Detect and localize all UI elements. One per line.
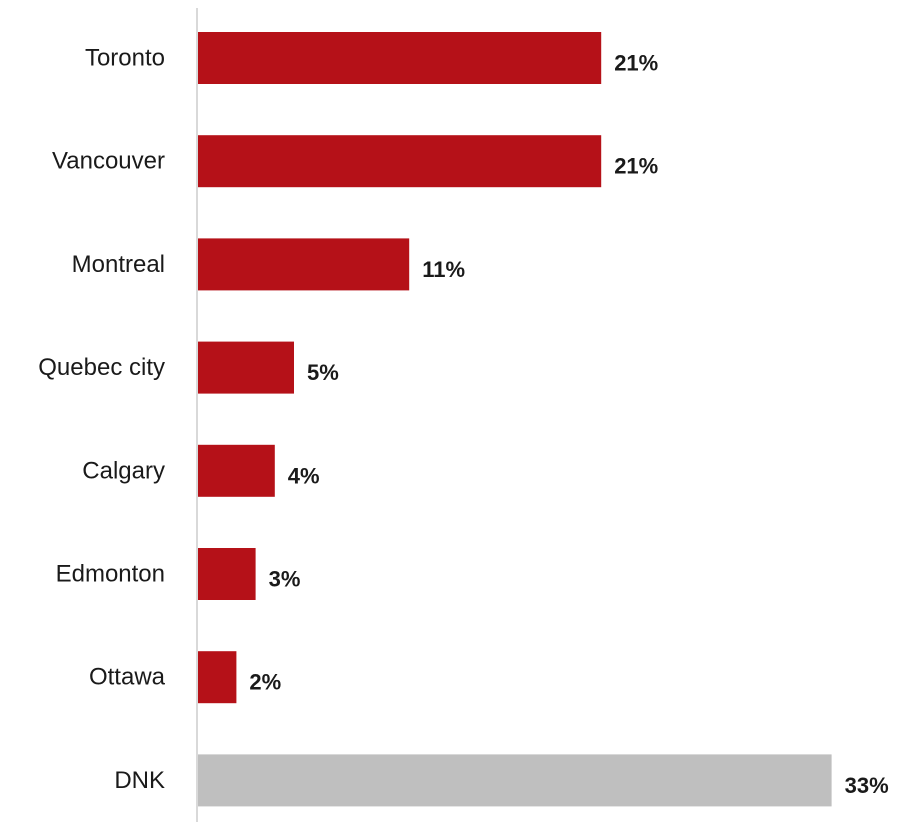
- value-label-vancouver: 21%: [614, 154, 658, 179]
- bar-vancouver: [198, 135, 602, 188]
- bar-edmonton: [198, 548, 256, 600]
- bar-calgary: [198, 444, 275, 497]
- value-label-edmonton: 3%: [269, 567, 301, 592]
- category-label-montreal: Montreal: [72, 251, 165, 278]
- bar-quebec-city: [198, 341, 294, 394]
- value-label-toronto: 21%: [614, 51, 658, 76]
- value-label-dnk: 33%: [845, 773, 889, 798]
- value-label-ottawa: 2%: [249, 670, 281, 695]
- category-label-edmonton: Edmonton: [56, 561, 165, 588]
- bar-dnk: [198, 754, 832, 807]
- value-labels-group: 21% 21% 11% 5% 4% 3% 2% 33%: [249, 51, 888, 798]
- bar-ottawa: [198, 651, 237, 704]
- category-label-calgary: Calgary: [82, 457, 165, 484]
- bar-toronto: [198, 32, 602, 84]
- category-labels-group: Toronto Vancouver Montreal Quebec city Calga…: [38, 45, 165, 794]
- category-label-vancouver: Vancouver: [52, 148, 165, 175]
- category-label-dnk: DNK: [114, 767, 165, 794]
- value-label-calgary: 4%: [288, 463, 320, 488]
- category-label-ottawa: Ottawa: [89, 664, 166, 691]
- value-label-montreal: 11%: [422, 257, 465, 282]
- value-label-quebec-city: 5%: [307, 360, 339, 385]
- category-label-toronto: Toronto: [85, 45, 165, 72]
- bar-montreal: [198, 238, 410, 291]
- category-label-quebec-city: Quebec city: [38, 354, 165, 381]
- bars-group: [198, 32, 832, 807]
